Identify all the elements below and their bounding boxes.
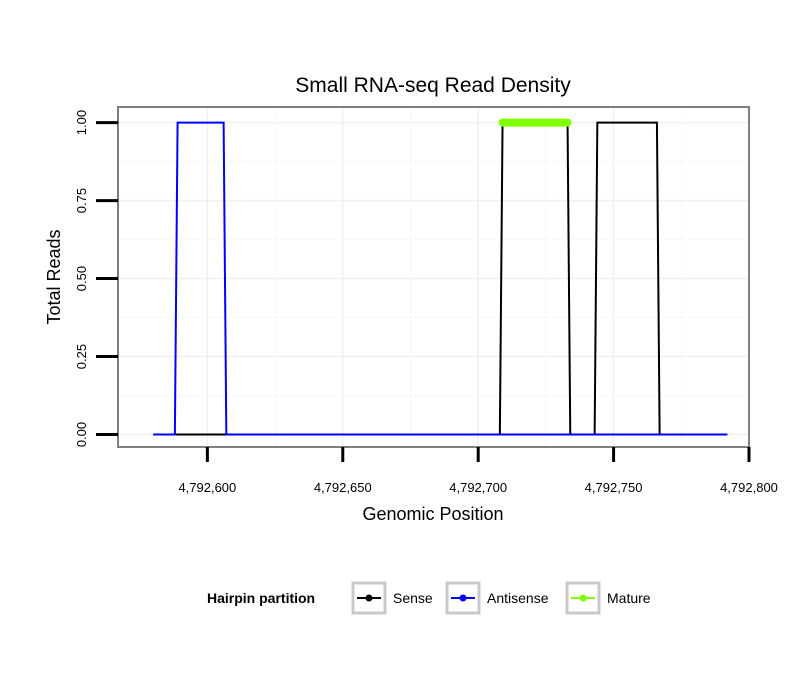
x-tick-label: 4,792,750 bbox=[585, 480, 643, 495]
legend-key-dot bbox=[459, 594, 467, 602]
legend-label: Sense bbox=[393, 590, 433, 606]
y-tick-label: 0.50 bbox=[74, 266, 89, 291]
legend-key-dot bbox=[579, 594, 587, 602]
legend-key-dot bbox=[365, 594, 373, 602]
plot-border bbox=[117, 106, 750, 448]
series-layer bbox=[153, 118, 728, 436]
y-axis: 0.00 0.25 0.50 0.75 1.00 bbox=[74, 110, 118, 447]
legend-item-mature: Mature bbox=[565, 581, 651, 615]
legend-item-antisense: Antisense bbox=[445, 581, 549, 615]
y-tick-label: 0.25 bbox=[74, 344, 89, 369]
x-tick-label: 4,792,600 bbox=[178, 480, 236, 495]
legend-label: Mature bbox=[607, 590, 651, 606]
legend-item-sense: Sense bbox=[351, 581, 433, 615]
x-axis-label: Genomic Position bbox=[362, 504, 503, 524]
y-axis-label: Total Reads bbox=[44, 229, 64, 324]
x-tick-label: 4,792,650 bbox=[314, 480, 372, 495]
y-tick-label: 0.00 bbox=[74, 422, 89, 447]
x-tick-label: 4,792,700 bbox=[449, 480, 507, 495]
chart-title: Small RNA-seq Read Density bbox=[295, 74, 571, 97]
x-tick-label: 4,792,800 bbox=[720, 480, 778, 495]
y-tick-label: 0.75 bbox=[74, 188, 89, 213]
series-line-antisense bbox=[153, 121, 728, 436]
y-tick-label: 1.00 bbox=[74, 110, 89, 135]
x-axis: 4,792,600 4,792,650 4,792,700 4,792,750 4,79… bbox=[178, 447, 778, 495]
legend-title: Hairpin partition bbox=[207, 590, 315, 606]
legend-label: Antisense bbox=[487, 590, 549, 606]
legend: Hairpin partition Sense Antisense Mature bbox=[207, 581, 651, 615]
